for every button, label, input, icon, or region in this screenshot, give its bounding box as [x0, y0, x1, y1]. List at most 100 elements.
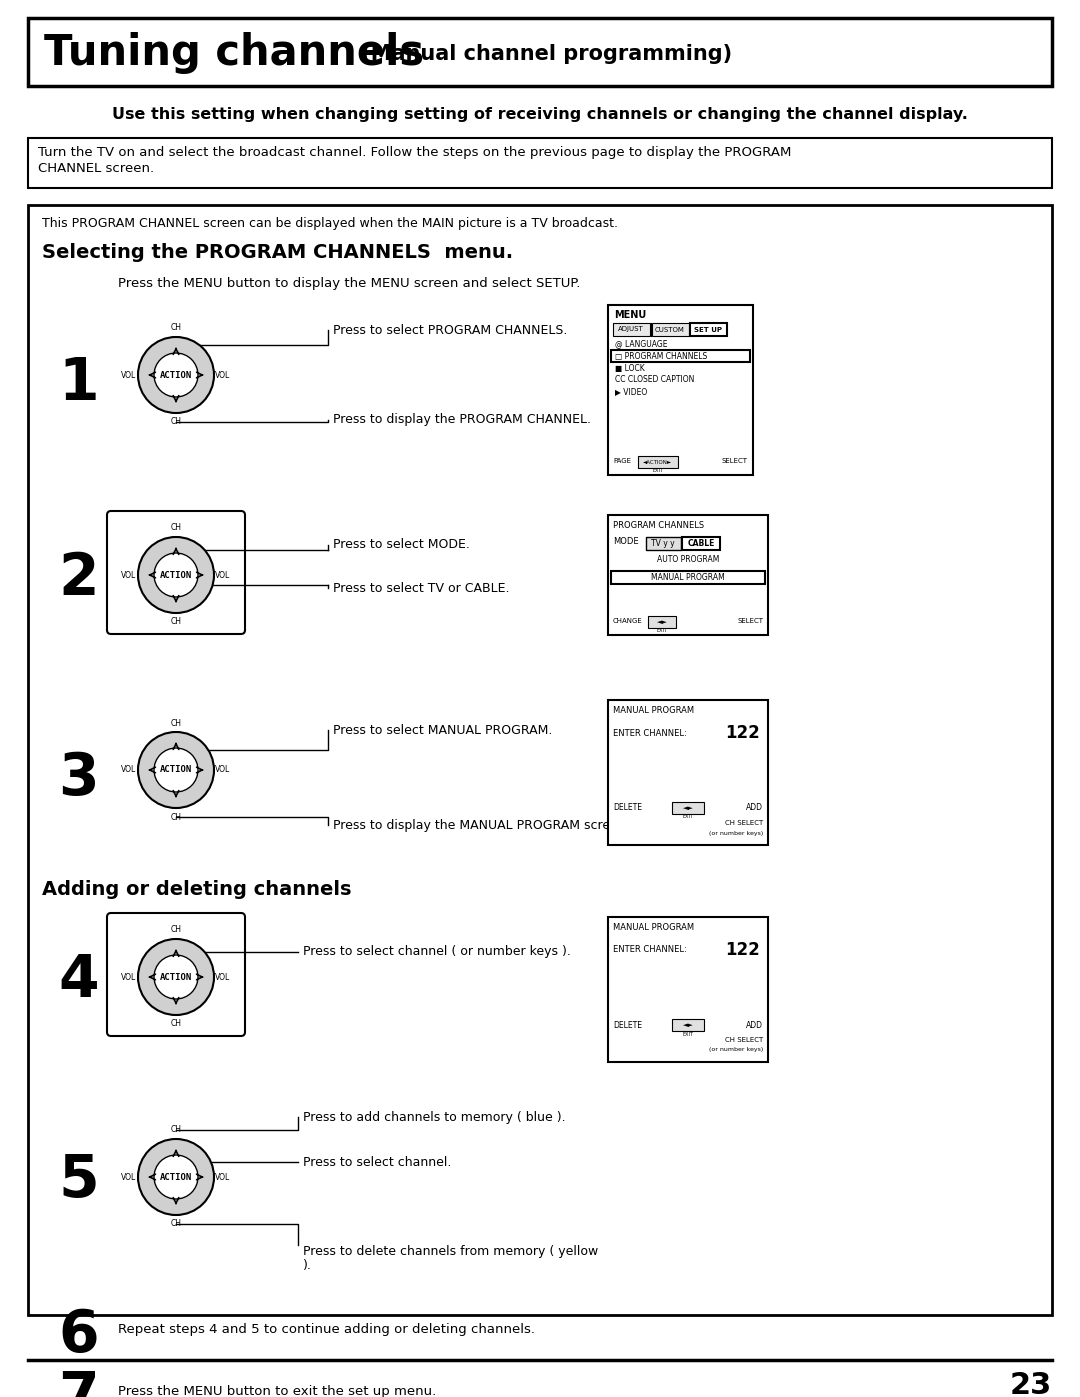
Bar [28, 205, 1052, 1315]
Text: PROGRAM CHANNELS: PROGRAM CHANNELS [613, 521, 704, 529]
Text: ENTER CHANNEL:: ENTER CHANNEL: [613, 728, 687, 738]
Circle shape [154, 553, 198, 597]
Text: ).: ). [303, 1259, 312, 1273]
Bar [611, 571, 765, 584]
Text: @ LANGUAGE: @ LANGUAGE [615, 339, 667, 348]
Circle shape [138, 939, 214, 1016]
Text: EXIT: EXIT [652, 468, 663, 472]
Circle shape [154, 353, 198, 397]
Text: EXIT: EXIT [657, 627, 667, 633]
Text: (or number keys): (or number keys) [708, 1048, 762, 1052]
Text: Press to add channels to memory ( blue ).: Press to add channels to memory ( blue )… [303, 1111, 566, 1123]
Text: DELETE: DELETE [613, 803, 642, 813]
FancyBboxPatch shape [107, 511, 245, 634]
Text: ▶ VIDEO: ▶ VIDEO [615, 387, 647, 397]
Text: 1: 1 [58, 355, 98, 412]
Text: CH: CH [171, 1020, 181, 1028]
Circle shape [138, 1139, 214, 1215]
Text: Press to select MODE.: Press to select MODE. [333, 538, 470, 552]
Text: ACTION: ACTION [160, 1172, 192, 1182]
Text: CH: CH [171, 1220, 181, 1228]
Text: 3: 3 [58, 750, 98, 807]
Text: ACTION: ACTION [160, 370, 192, 380]
Text: CH: CH [171, 925, 181, 935]
Text: ◄►: ◄► [683, 1023, 693, 1028]
Text: Selecting the PROGRAM CHANNELS  menu.: Selecting the PROGRAM CHANNELS menu. [42, 243, 513, 263]
Text: (Manual channel programming): (Manual channel programming) [354, 43, 732, 64]
Text: TV y y: TV y y [651, 539, 675, 548]
Text: ADD: ADD [746, 1020, 762, 1030]
Text: 2: 2 [58, 550, 98, 608]
Bar [608, 515, 768, 636]
Bar [672, 1018, 704, 1031]
Circle shape [154, 1155, 198, 1199]
Circle shape [154, 956, 198, 999]
Text: MANUAL PROGRAM: MANUAL PROGRAM [613, 705, 694, 715]
Text: Press to select TV or CABLE.: Press to select TV or CABLE. [333, 581, 510, 595]
Text: Press to select channel.: Press to select channel. [303, 1155, 451, 1168]
Text: Repeat steps 4 and 5 to continue adding or deleting channels.: Repeat steps 4 and 5 to continue adding … [118, 1323, 535, 1337]
Text: 4: 4 [58, 951, 98, 1009]
Text: ◄►: ◄► [657, 619, 667, 624]
Text: VOL: VOL [121, 1172, 137, 1182]
Text: Press to select PROGRAM CHANNELS.: Press to select PROGRAM CHANNELS. [333, 324, 567, 337]
Text: 122: 122 [726, 942, 760, 958]
Text: SELECT: SELECT [737, 617, 762, 624]
Text: □ PROGRAM CHANNELS: □ PROGRAM CHANNELS [615, 352, 707, 360]
Text: CHANGE: CHANGE [613, 617, 643, 624]
Text: Use this setting when changing setting of receiving channels or changing the cha: Use this setting when changing setting o… [112, 108, 968, 123]
Text: CC CLOSED CAPTION: CC CLOSED CAPTION [615, 376, 694, 384]
Bar [613, 323, 650, 337]
Text: CH: CH [171, 418, 181, 426]
Bar [638, 455, 678, 468]
Text: MANUAL PROGRAM: MANUAL PROGRAM [613, 923, 694, 932]
Text: VOL: VOL [121, 766, 137, 774]
Text: ACTION: ACTION [160, 570, 192, 580]
Text: Press to display the MANUAL PROGRAM screen.: Press to display the MANUAL PROGRAM scre… [333, 819, 630, 831]
Text: VOL: VOL [121, 570, 137, 580]
Text: ADJUST: ADJUST [618, 327, 644, 332]
Circle shape [138, 337, 214, 414]
Text: VOL: VOL [121, 370, 137, 380]
Circle shape [154, 747, 198, 792]
Text: 6: 6 [58, 1308, 98, 1363]
Text: EXIT: EXIT [683, 814, 693, 820]
Text: MODE: MODE [613, 538, 638, 546]
Text: Press to select MANUAL PROGRAM.: Press to select MANUAL PROGRAM. [333, 724, 552, 736]
Text: SELECT: SELECT [723, 458, 748, 464]
Text: ACTION: ACTION [160, 766, 192, 774]
Text: 7: 7 [58, 1369, 98, 1397]
Text: 23: 23 [1010, 1370, 1052, 1397]
Text: ADD: ADD [746, 803, 762, 813]
Text: ■ LOCK: ■ LOCK [615, 363, 645, 373]
Bar [28, 18, 1052, 87]
Text: Press the MENU button to exit the set up menu.: Press the MENU button to exit the set up… [118, 1386, 436, 1397]
Text: Press to select channel ( or number keys ).: Press to select channel ( or number keys… [303, 946, 571, 958]
Text: VOL: VOL [215, 972, 231, 982]
Text: CH SELECT: CH SELECT [725, 1037, 762, 1044]
Text: CH: CH [171, 1126, 181, 1134]
Text: CH: CH [171, 718, 181, 728]
Text: CH: CH [171, 813, 181, 821]
Text: ACTION: ACTION [160, 972, 192, 982]
Bar [28, 138, 1052, 189]
Text: PAGE: PAGE [613, 458, 631, 464]
Bar [652, 323, 689, 337]
Text: This PROGRAM CHANNEL screen can be displayed when the MAIN picture is a TV broad: This PROGRAM CHANNEL screen can be displ… [42, 217, 618, 231]
Bar [608, 700, 768, 845]
Text: VOL: VOL [215, 1172, 231, 1182]
Text: SET UP: SET UP [694, 327, 723, 332]
Text: CHANNEL screen.: CHANNEL screen. [38, 162, 154, 175]
Bar [608, 916, 768, 1062]
Text: CH: CH [171, 617, 181, 626]
Text: 122: 122 [726, 724, 760, 742]
Text: AUTO PROGRAM: AUTO PROGRAM [657, 556, 719, 564]
Text: Tuning channels: Tuning channels [44, 32, 424, 74]
Text: CH SELECT: CH SELECT [725, 820, 762, 826]
Text: CH: CH [171, 524, 181, 532]
Text: Press the MENU button to display the MENU screen and select SETUP.: Press the MENU button to display the MEN… [118, 277, 580, 291]
Bar [608, 305, 753, 475]
Text: 5: 5 [58, 1153, 98, 1208]
Text: CABLE: CABLE [687, 539, 715, 548]
Text: Turn the TV on and select the broadcast channel. Follow the steps on the previou: Turn the TV on and select the broadcast … [38, 147, 792, 159]
